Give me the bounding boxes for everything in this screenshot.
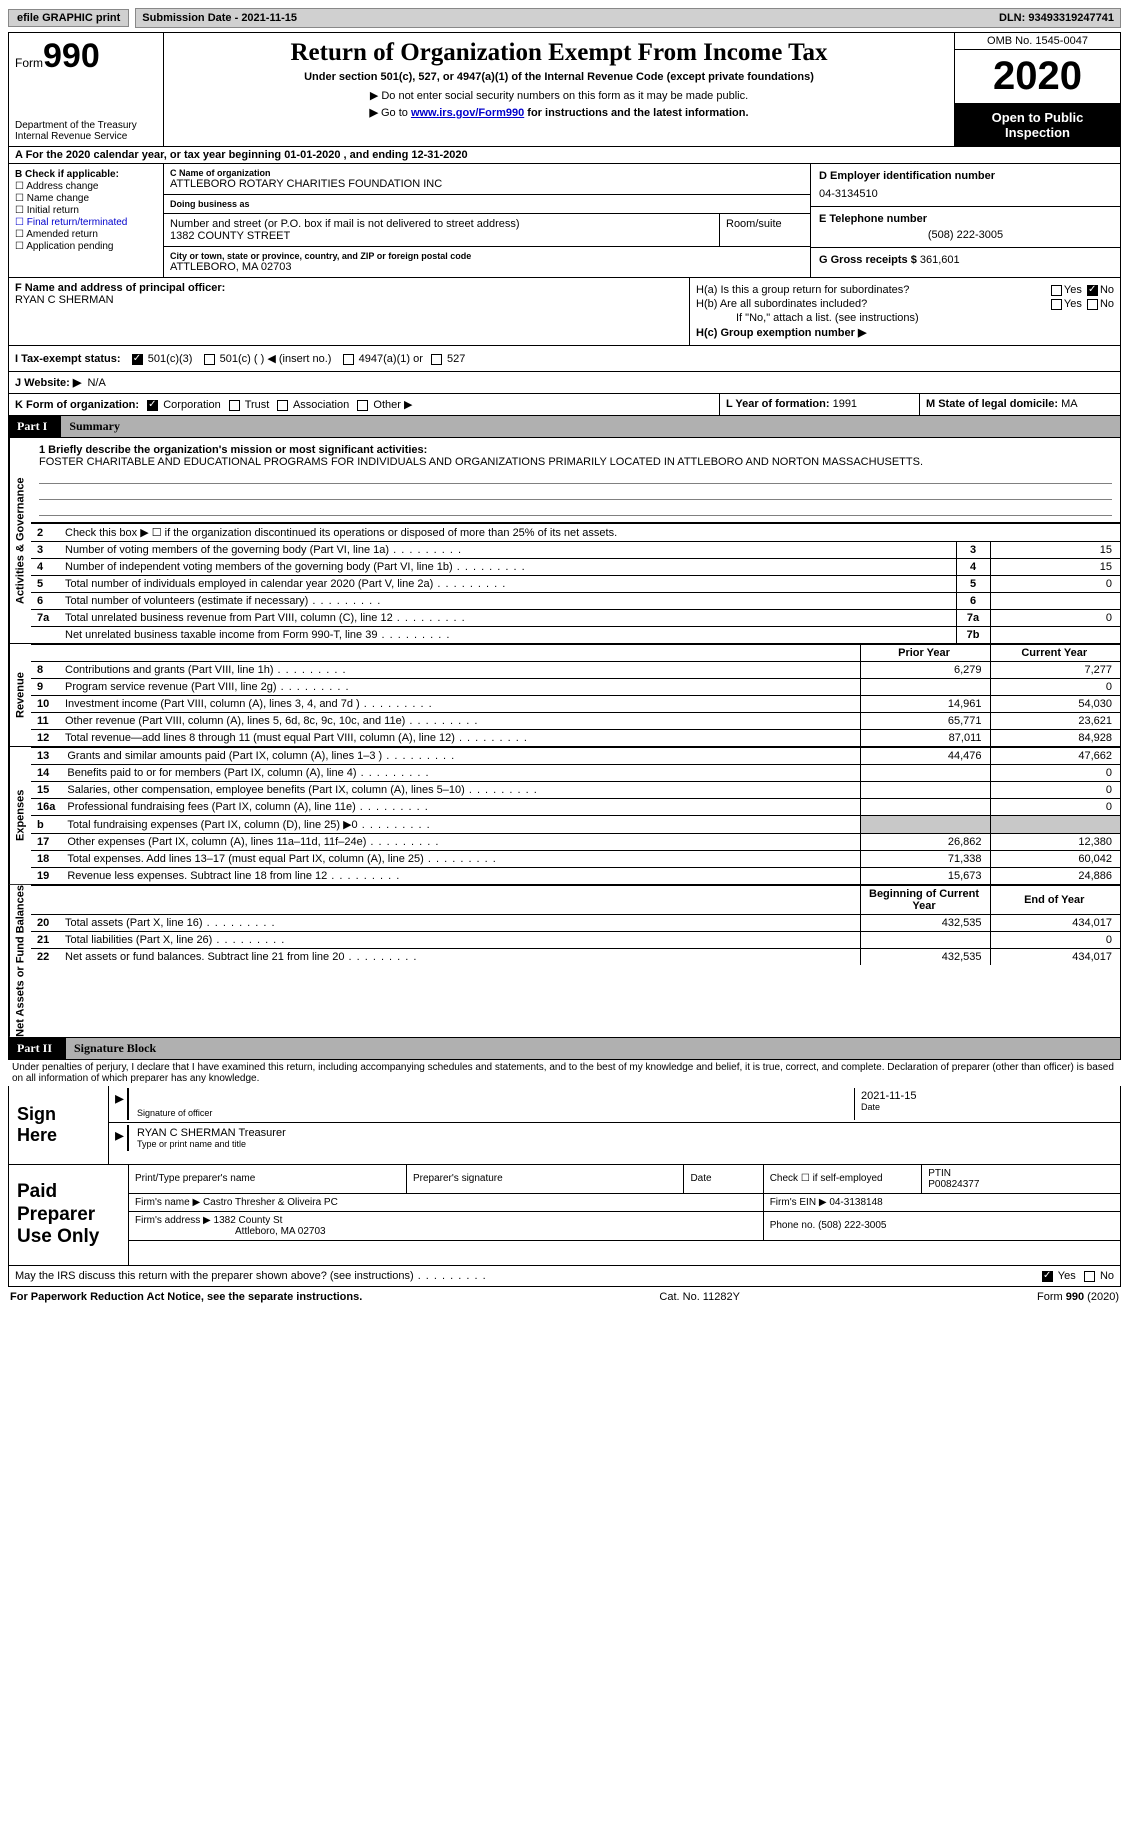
phone-label: E Telephone number	[819, 213, 1112, 225]
hb-label: H(b) Are all subordinates included?	[696, 298, 867, 310]
org-name-label: C Name of organization	[170, 168, 804, 178]
dept-treasury: Department of the Treasury Internal Reve…	[15, 120, 157, 142]
part2-title: Signature Block	[66, 1038, 1120, 1059]
phone-value: (508) 222-3005	[819, 229, 1112, 241]
side-tab-expenses: Expenses	[9, 747, 31, 884]
room-label: Room/suite	[726, 218, 804, 230]
tax-exempt-row: I Tax-exempt status: 501(c)(3) 501(c) ( …	[9, 346, 1120, 371]
hc-label: H(c) Group exemption number ▶	[696, 326, 866, 339]
website-row: J Website: ▶ N/A	[8, 372, 1121, 394]
sig-arrow-icon: ▸	[115, 1088, 129, 1120]
gross-value: 361,601	[920, 254, 960, 266]
expenses-table: 13Grants and similar amounts paid (Part …	[31, 747, 1120, 884]
sig-name: RYAN C SHERMAN Treasurer	[137, 1127, 1110, 1139]
officer-label: F Name and address of principal officer:	[15, 282, 225, 294]
state-domicile: M State of legal domicile: MA	[920, 394, 1120, 415]
revenue-table: Prior YearCurrent Year8Contributions and…	[31, 644, 1120, 746]
submission-date: Submission Date - 2021-11-15	[142, 12, 297, 24]
part1-label: Part I	[9, 416, 61, 437]
city-value: ATTLEBORO, MA 02703	[170, 261, 804, 273]
open-public-badge: Open to PublicInspection	[955, 104, 1120, 146]
dba-label: Doing business as	[170, 199, 804, 209]
section-b: B Check if applicable: Address change Na…	[9, 164, 164, 277]
discuss-yesno: Yes No	[1040, 1270, 1114, 1282]
street-value: 1382 COUNTY STREET	[170, 230, 713, 242]
note-goto: ▶ Go to www.irs.gov/Form990 for instruct…	[174, 106, 944, 119]
page-title: Return of Organization Exempt From Incom…	[174, 39, 944, 67]
org-name: ATTLEBORO ROTARY CHARITIES FOUNDATION IN…	[170, 178, 804, 190]
note-ssn: Do not enter social security numbers on …	[174, 89, 944, 102]
penalties-text: Under penalties of perjury, I declare th…	[8, 1060, 1121, 1086]
mission-text: FOSTER CHARITABLE AND EDUCATIONAL PROGRA…	[39, 456, 1112, 468]
sig-arrow-icon-2: ▸	[115, 1125, 129, 1151]
irs-link[interactable]: www.irs.gov/Form990	[411, 107, 524, 119]
sig-officer-label: Signature of officer	[137, 1108, 850, 1118]
ein-value: 04-3134510	[819, 188, 1112, 200]
city-label: City or town, state or province, country…	[170, 251, 804, 261]
sig-date: 2021-11-15	[861, 1090, 1108, 1102]
footer-right: Form 990 (2020)	[1037, 1291, 1119, 1303]
footer-left: For Paperwork Reduction Act Notice, see …	[10, 1291, 362, 1303]
tax-year: 2020	[955, 50, 1120, 104]
sign-here-label: Sign Here	[9, 1086, 109, 1164]
part2-label: Part II	[9, 1038, 66, 1059]
ha-label: H(a) Is this a group return for subordin…	[696, 284, 909, 296]
topbar-status: Submission Date - 2021-11-15 DLN: 934933…	[135, 8, 1121, 28]
part1-title: Summary	[61, 416, 1120, 437]
gross-label: G Gross receipts $	[819, 254, 917, 266]
side-tab-governance: Activities & Governance	[9, 438, 31, 643]
period-row: A For the 2020 calendar year, or tax yea…	[8, 147, 1121, 164]
sig-date-label: Date	[861, 1102, 1108, 1112]
subtitle: Under section 501(c), 527, or 4947(a)(1)…	[174, 71, 944, 83]
form-org-row: K Form of organization: Corporation Trus…	[9, 394, 720, 415]
street-label: Number and street (or P.O. box if mail i…	[170, 218, 713, 230]
form-number: Form990	[15, 37, 157, 76]
hb-note: If "No," attach a list. (see instruction…	[696, 312, 1114, 324]
net-table: Beginning of Current YearEnd of Year20To…	[31, 885, 1120, 965]
discuss-text: May the IRS discuss this return with the…	[15, 1270, 487, 1282]
preparer-table: Print/Type preparer's name Preparer's si…	[129, 1165, 1120, 1241]
paid-preparer-label: Paid Preparer Use Only	[9, 1165, 129, 1265]
year-formation: L Year of formation: 1991	[720, 394, 920, 415]
hb-yesno: Yes No	[1049, 298, 1114, 310]
omb-number: OMB No. 1545-0047	[955, 33, 1120, 50]
ha-yesno: Yes No	[1049, 284, 1114, 296]
governance-table: 2Check this box ▶ ☐ if the organization …	[31, 523, 1120, 643]
side-tab-revenue: Revenue	[9, 644, 31, 746]
dln-label: DLN: 93493319247741	[999, 12, 1114, 24]
sig-name-label: Type or print name and title	[137, 1139, 1110, 1149]
officer-name: RYAN C SHERMAN	[15, 294, 114, 306]
efile-print-button[interactable]: efile GRAPHIC print	[8, 9, 129, 27]
ein-label: D Employer identification number	[819, 170, 1112, 182]
footer-mid: Cat. No. 11282Y	[659, 1291, 740, 1303]
mission-q: 1 Briefly describe the organization's mi…	[39, 444, 1112, 456]
side-tab-net: Net Assets or Fund Balances	[9, 885, 31, 1037]
